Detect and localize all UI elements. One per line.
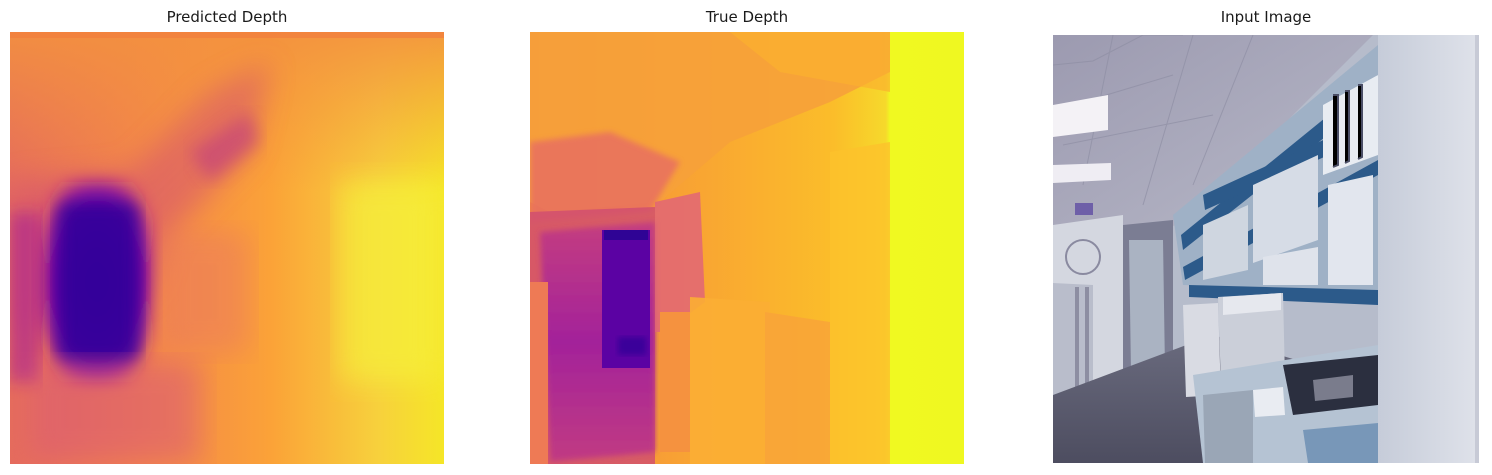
panel-title: Predicted Depth [166, 8, 288, 26]
panel-title: Input Image [1220, 8, 1312, 26]
input-photo [1053, 35, 1479, 463]
panel-title: True Depth [705, 8, 789, 26]
panel-input-image: Input Image [1053, 0, 1479, 475]
predicted-depth-image [10, 32, 444, 464]
panel-true-depth: True Depth [530, 0, 964, 475]
true-depth-image [530, 32, 964, 464]
panel-predicted-depth: Predicted Depth [10, 0, 444, 475]
